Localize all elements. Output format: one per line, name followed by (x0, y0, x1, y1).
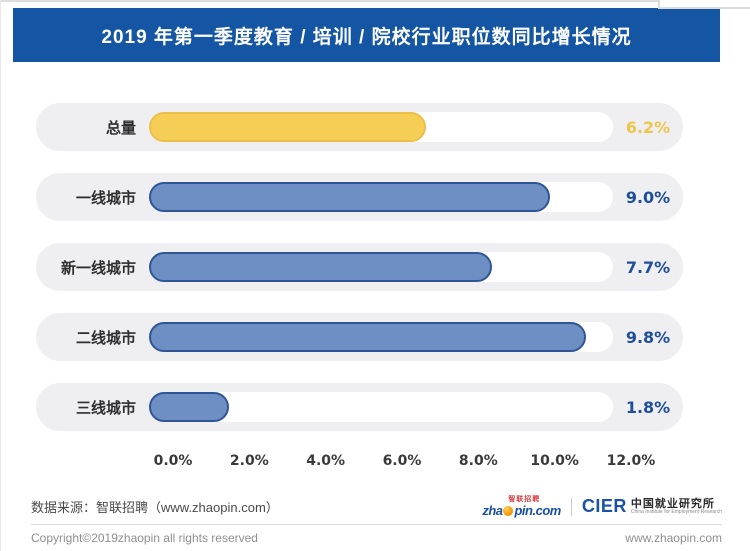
cier-names: 中国就业研究所 China Institute for Employment R… (631, 498, 722, 516)
x-axis-tick: 6.0% (382, 453, 422, 469)
source-row: 数据来源：智联招聘（www.zhaopin.com） 智联招聘 zha pin.c… (31, 496, 722, 517)
bar-fill (149, 252, 493, 282)
x-axis-tick: 10.0% (530, 453, 579, 469)
category-label: 总量 (105, 119, 136, 137)
website-text: www.zhaopin.com (625, 531, 722, 545)
cier-name-cn: 中国就业研究所 (630, 497, 715, 510)
bar-fill (149, 182, 551, 212)
bar-fill (149, 322, 587, 352)
bar-row: 新一线城市 7.7% (36, 243, 683, 291)
page-title: 2019 年第一季度教育 / 培训 / 院校行业职位数同比增长情况 (101, 26, 632, 48)
bar-row: 总量 6.2% (36, 103, 683, 151)
bar-track (149, 182, 613, 212)
copyright-row: Copyright©2019zhaopin all rights reserve… (31, 531, 722, 545)
page-edge-line (1, 0, 658, 2)
x-axis-tick: 12.0% (606, 453, 656, 469)
cier-abbr: CIER (581, 496, 627, 516)
zhaopin-badge-text: 智联招聘 (508, 496, 541, 503)
bar-fill (149, 112, 426, 142)
category-label: 二线城市 (75, 329, 136, 347)
bar-track (149, 392, 613, 422)
bar-row: 二线城市 9.8% (36, 313, 683, 361)
zhaopin-text-post: pin.com (514, 503, 561, 518)
bar-row: 三线城市 1.8% (36, 383, 683, 431)
bar-track (149, 112, 613, 142)
zhaopin-ball-icon (503, 506, 514, 516)
value-label: 7.7% (625, 257, 671, 277)
value-label: 9.8% (625, 327, 671, 347)
bar-track (149, 252, 613, 282)
value-label: 9.0% (625, 187, 671, 207)
x-axis-tick: 2.0% (229, 453, 269, 469)
value-label: 6.2% (625, 117, 671, 137)
category-label: 新一线城市 (60, 259, 136, 277)
x-axis-tick: 0.0% (153, 453, 193, 469)
copyright-text: Copyright©2019zhaopin all rights reserve… (31, 531, 258, 545)
bar-fill (149, 392, 230, 422)
data-source-text: 数据来源：智联招聘（www.zhaopin.com） (31, 500, 279, 515)
cier-logo: CIER 中国就业研究所 China Institute for Employm… (582, 496, 722, 517)
logos: 智联招聘 zha pin.com CIER 中国就业研究所 China Insti… (482, 496, 722, 517)
bar-rows-container: 总量 6.2% 一线城市 9.0% 新一线城市 7.7% 二线城市 9.8% 三… (36, 103, 683, 431)
page-edge-corner (658, 0, 750, 9)
zhaopin-text-pre: zha (482, 503, 503, 518)
chart-title-banner: 2019 年第一季度教育 / 培训 / 院校行业职位数同比增长情况 (13, 8, 720, 62)
category-label: 三线城市 (75, 399, 136, 417)
cier-name-en: China Institute for Employment Research (630, 508, 722, 515)
x-axis-tick: 4.0% (306, 453, 346, 469)
value-label: 1.8% (625, 397, 671, 417)
footer: 数据来源：智联招聘（www.zhaopin.com） 智联招聘 zha pin.c… (31, 496, 722, 545)
logo-divider (570, 497, 572, 516)
x-axis-tick: 8.0% (458, 453, 498, 469)
bar-row: 一线城市 9.0% (36, 173, 683, 221)
bar-track (149, 322, 613, 352)
bar-chart: 总量 6.2% 一线城市 9.0% 新一线城市 7.7% 二线城市 9.8% 三… (36, 103, 683, 469)
zhaopin-logo: 智联招聘 zha pin.com (482, 496, 561, 517)
footer-divider (31, 524, 722, 525)
zhaopin-logo-text: zha pin.com (482, 504, 561, 517)
x-axis: 0.0% 2.0% 4.0% 6.0% 8.0% 10.0% 12.0% (138, 453, 666, 469)
category-label: 一线城市 (75, 189, 136, 207)
